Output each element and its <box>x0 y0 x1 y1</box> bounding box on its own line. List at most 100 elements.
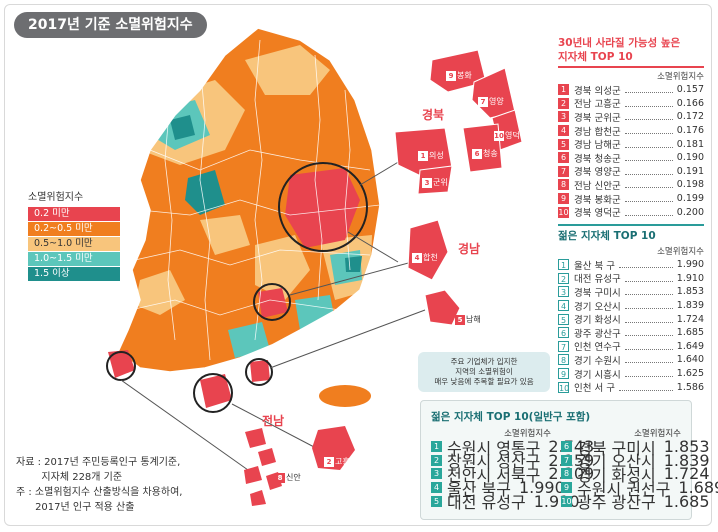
source-line-1: 자료 : 2017년 주민등록인구 통계기준, <box>16 457 181 468</box>
index-value: 0.191 <box>676 165 704 177</box>
list-row: 5 경남 남해군 0.181 <box>558 137 704 151</box>
list-row: 6 경북 구미시 1.853 <box>561 437 710 458</box>
region-name: 전남 고흥군 <box>574 99 621 111</box>
index-value: 1.853 <box>676 286 704 298</box>
region-name: 경남 합천군 <box>574 126 621 138</box>
region-name: 경북 의성군 <box>574 85 621 97</box>
legend-item: 0.2 미만 <box>28 207 120 221</box>
region-name: 전남 신안군 <box>574 180 621 192</box>
top-risk-list: 1 경북 의성군 0.157 2 전남 고흥군 0.166 3 경북 군위군 0.172 4 경남 … <box>558 83 704 219</box>
rank-badge: 2 <box>558 272 569 284</box>
tag-hapcheon: 4 합천 <box>412 252 438 263</box>
index-value: 1.685 <box>676 327 704 339</box>
sinan-islands <box>108 350 135 378</box>
index-value: 1.724 <box>676 313 704 325</box>
dot-leader <box>624 316 673 323</box>
index-value: 0.166 <box>676 97 704 109</box>
rank-badge: 5 <box>558 313 569 325</box>
rank-badge: 10 <box>558 381 570 393</box>
rank-badge: 1 <box>558 84 569 96</box>
young-general-subtitle-left: 소멸위험지수 <box>504 429 551 439</box>
list-row: 7 인천 연수구 1.649 <box>558 340 704 354</box>
region-name: 경북 봉화군 <box>574 194 621 206</box>
region-name: 울산 북구 <box>447 479 511 499</box>
index-value: 1.724 <box>663 464 710 484</box>
region-name: 대전 유성구 <box>574 274 621 286</box>
goheung-inset <box>312 426 355 470</box>
dot-leader <box>624 100 673 107</box>
list-row: 1 경북 의성군 0.157 <box>558 83 704 97</box>
list-row: 9 경북 봉화군 0.199 <box>558 192 704 206</box>
region-name: 대전 유성구 <box>447 493 526 513</box>
list-row: 10 광주 광산구 1.685 <box>561 492 710 512</box>
rank-badge: 8 <box>561 468 572 480</box>
list-row: 10 경북 영덕군 0.200 <box>558 205 704 219</box>
young-general-right-list: 6 경북 구미시 1.853 7 경기 오산시 1.839 8 경기 화성시 1.724 9 수원시… <box>561 437 718 512</box>
source-line-2: 지자체 228개 기준 <box>16 472 123 483</box>
rank-badge: 7 <box>558 165 569 177</box>
index-value: 1.586 <box>676 381 704 393</box>
rank-badge: 8 <box>558 354 569 366</box>
rank-badge: 10 <box>558 206 569 218</box>
hapcheon-inset <box>407 219 449 281</box>
top-risk-subtitle: 소멸위험지수 <box>657 72 704 82</box>
list-row: 3 경북 구미시 1.853 <box>558 285 704 299</box>
rank-badge: 9 <box>558 368 569 380</box>
tag-yeongyang: 7 영양 <box>478 96 504 107</box>
region-name: 경북 영덕군 <box>574 208 621 220</box>
dot-leader <box>624 356 673 364</box>
region-name: 경기 시흥시 <box>574 369 621 381</box>
rank-badge: 1 <box>558 259 569 271</box>
list-row: 4 울산 북구 1.990 <box>431 478 565 499</box>
index-value: 1.839 <box>676 300 704 312</box>
region-name: 울산 북 구 <box>574 260 615 272</box>
mainland-regions <box>118 28 380 372</box>
label-jeonnam: 전남 <box>262 414 285 428</box>
rank-badge: 6 <box>558 327 569 339</box>
index-value: 0.200 <box>676 206 704 218</box>
region-name: 광주 광산구 <box>577 493 656 513</box>
circle-goheung <box>193 373 233 413</box>
tag-cheongsong: 6 청송 <box>472 148 498 159</box>
rank-badge: 3 <box>558 286 569 298</box>
region-dark-teal <box>170 115 195 140</box>
list-row: 2 대전 유성구 1.910 <box>558 272 704 286</box>
list-row: 7 경북 영양군 0.191 <box>558 165 704 178</box>
index-value: 0.181 <box>676 138 704 150</box>
callout-note: 주요 기업체가 입지한 지역의 소멸위험이 매우 낮음에 주목할 필요가 있음 <box>418 352 550 392</box>
rank-badge: 2 <box>431 454 442 466</box>
dot-leader <box>624 370 673 378</box>
region-name: 인천 연수구 <box>574 342 621 354</box>
callout-line-3: 매우 낮음에 주목할 필요가 있음 <box>434 377 534 386</box>
region-name: 경기 화성시 <box>577 465 656 485</box>
source-line-3: 주 : 소멸위험지수 산출방식을 차용하여, <box>16 487 183 498</box>
dot-leader <box>624 141 673 148</box>
young-top-list: 1 울산 북 구 1.990 2 대전 유성구 1.910 3 경북 구미시 1.853 4 경기 … <box>558 258 704 394</box>
legend-item: 1.0~1.5 미만 <box>28 252 120 266</box>
list-row: 4 경기 오산시 1.839 <box>558 299 704 313</box>
top-risk-panel: 30년내 사라질 가능성 높은 지자체 TOP 10 소멸위험지수 1 경북 의성… <box>558 36 704 219</box>
top-risk-title-2: 지자체 TOP 10 <box>558 50 704 68</box>
index-value: 1.640 <box>676 354 704 366</box>
list-row: 8 경기 수원시 1.640 <box>558 353 704 367</box>
dot-leader <box>624 329 673 337</box>
dot-leader <box>624 275 673 282</box>
region-name: 천안시 서북구 <box>447 465 541 485</box>
dot-leader <box>624 168 673 175</box>
circle-namhae <box>245 358 273 386</box>
rank-badge: 9 <box>561 482 572 494</box>
tag-yeongdeok: 10영덕 <box>494 131 520 141</box>
index-value: 1.853 <box>663 437 710 457</box>
region-name: 수원시 영통구 <box>447 438 541 458</box>
region-dark-teal <box>345 256 362 272</box>
index-value: 0.190 <box>676 152 704 164</box>
region-dark-teal <box>185 170 225 215</box>
top-risk-title-1: 30년내 사라질 가능성 높은 <box>558 37 681 49</box>
rank-badge: 6 <box>558 152 569 164</box>
list-row: 1 울산 북 구 1.990 <box>558 258 704 272</box>
index-value: 1.990 <box>676 259 704 271</box>
